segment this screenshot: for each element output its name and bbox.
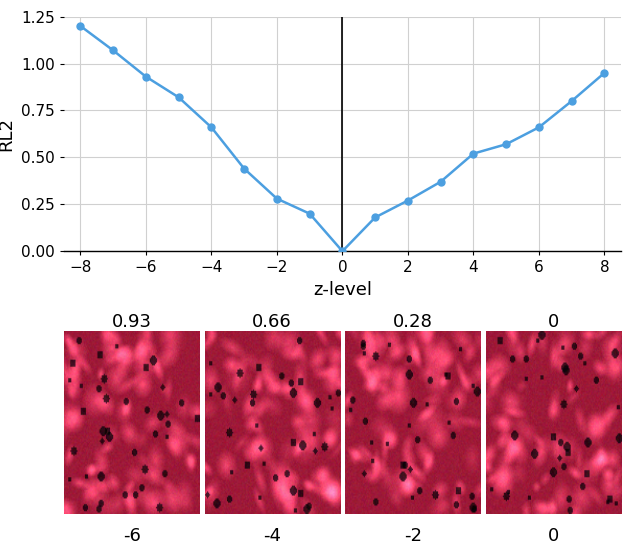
Text: -6: -6 <box>123 527 141 545</box>
Title: 0: 0 <box>548 312 559 331</box>
Title: 0.93: 0.93 <box>111 312 152 331</box>
Title: 0.28: 0.28 <box>393 312 433 331</box>
Y-axis label: RL2: RL2 <box>0 117 15 151</box>
Text: -4: -4 <box>263 527 281 545</box>
X-axis label: z-level: z-level <box>313 281 372 299</box>
Text: -2: -2 <box>404 527 422 545</box>
Title: 0.66: 0.66 <box>252 312 292 331</box>
Text: 0: 0 <box>548 527 559 545</box>
